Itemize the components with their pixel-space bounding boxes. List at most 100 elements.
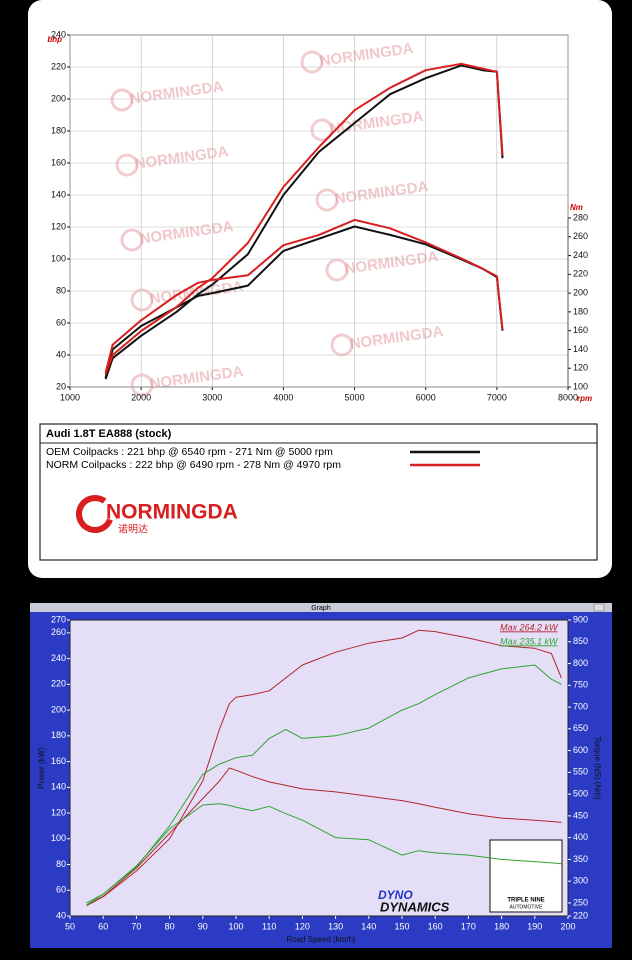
x-tick-label: 190 [527,921,542,931]
y2-tick-label: 450 [573,810,588,820]
y2-tick-label: 750 [573,680,588,690]
y2-tick-label: 280 [573,212,588,222]
y2-tick-label: 140 [573,344,588,354]
y-tick-label: 160 [51,157,66,167]
x-tick-label: 170 [461,921,476,931]
x-tick-label: 5000 [345,392,365,402]
y2-tick-label: 120 [573,363,588,373]
y2-axis-title: Torque (NS) (Nm) [593,736,602,799]
x-tick-label: 80 [165,921,175,931]
y-tick-label: 180 [51,125,66,135]
y-tick-label: 140 [51,782,66,792]
logo-text: DYNO [378,888,413,902]
y-tick-label: 120 [51,807,66,817]
x-tick-label: 60 [98,921,108,931]
close-button[interactable] [593,603,605,612]
logo-text: AUTOMOTIVE [510,904,544,910]
y-axis-title: Power (kW) [37,747,46,789]
y-tick-label: 100 [51,833,66,843]
x-tick-label: 3000 [202,392,222,402]
x-tick-label: 200 [560,921,575,931]
legend-title: Audi 1.8T EA888 (stock) [46,428,172,440]
y-tick-label: 220 [51,61,66,71]
watermark-mark [115,153,139,177]
logo-text-cn: 诺明达 [118,524,148,536]
logo-mark [76,495,115,533]
y2-tick-label: 800 [573,658,588,668]
power-line [86,664,562,904]
y2-tick-label: 300 [573,876,588,886]
y2-tick-label: 160 [573,325,588,335]
x-tick-label: 4000 [273,392,293,402]
x-tick-label: 70 [131,921,141,931]
x-tick-label: 160 [428,921,443,931]
y-tick-label: 200 [51,704,66,714]
x-tick-label: 2000 [131,392,151,402]
y2-tick-label: 350 [573,854,588,864]
y-tick-label: 180 [51,730,66,740]
x-tick-label: 6000 [416,392,436,402]
x-tick-label: 180 [494,921,509,931]
y2-tick-label: 250 [573,897,588,907]
y-tick-label: 240 [51,29,66,39]
y-tick-label: 20 [56,381,66,391]
y-tick-label: 270 [51,614,66,624]
y2-tick-label: 700 [573,701,588,711]
y2-tick-label: 200 [573,287,588,297]
y2-tick-label: 260 [573,231,588,241]
sticker [489,839,563,913]
legend-entry: NORM Coilpacks : 222 bhp @ 6490 rpm - 27… [46,459,341,471]
watermark-mark [325,258,349,282]
power-line [86,629,562,907]
x-tick-label: 8000 [558,392,578,402]
y2-tick-label: 220 [573,269,588,279]
watermark-mark [315,188,339,212]
watermark-mark [300,50,324,74]
y-tick-label: 260 [51,627,66,637]
y2-tick-label: 600 [573,745,588,755]
watermark-mark [130,373,154,397]
power-line [104,64,504,380]
legend-entry: OEM Coilpacks : 221 bhp @ 6540 rpm - 271… [46,446,333,458]
y-tick-label: 240 [51,653,66,663]
y-tick-label: 220 [51,679,66,689]
y2-axis-unit: Nm [570,203,583,212]
y-tick-label: 100 [51,253,66,263]
legend-box [39,423,598,561]
x-tick-label: 7000 [487,392,507,402]
x-tick-label: 120 [295,921,310,931]
y-tick-label: 80 [56,859,66,869]
torque-line [104,218,504,374]
y2-tick-label: 550 [573,767,588,777]
x-tick-label: 50 [65,921,75,931]
title-bar [30,603,612,612]
y-tick-label: 40 [56,910,66,920]
x-axis-title: Road Speed (km/h) [286,935,356,944]
y-tick-label: 200 [51,93,66,103]
x-tick-label: 1000 [60,392,80,402]
logo-text: NORMINGDA [106,501,238,524]
logo-text: TRIPLE NINE [507,898,544,904]
plot-area [69,619,569,917]
power-line [104,62,504,375]
y2-tick-label: 900 [573,614,588,624]
x-tick-label: 140 [361,921,376,931]
y-tick-label: 160 [51,756,66,766]
x-tick-label: 100 [228,921,243,931]
y-tick-label: 60 [56,317,66,327]
y2-tick-label: 180 [573,306,588,316]
y2-tick-label: 500 [573,788,588,798]
x-tick-label: 150 [394,921,409,931]
x-tick-label: 130 [328,921,343,931]
y2-tick-label: 220 [573,910,588,920]
y2-tick-label: 240 [573,250,588,260]
y-tick-label: 140 [51,189,66,199]
annotation: Max 264.2 kW [500,622,559,632]
y2-tick-label: 850 [573,636,588,646]
torque-line [86,767,562,906]
y-axis-unit: bhp [47,35,62,44]
y-tick-label: 120 [51,221,66,231]
y-tick-label: 80 [56,285,66,295]
y2-tick-label: 100 [573,381,588,391]
